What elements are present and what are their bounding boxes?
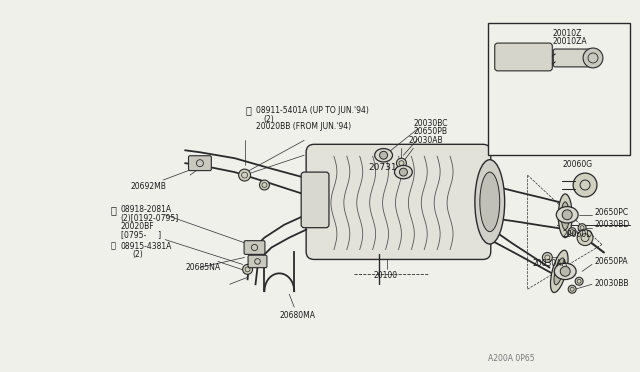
Bar	[488, 23, 630, 155]
Circle shape	[399, 168, 408, 176]
Text: 20685NA: 20685NA	[185, 263, 220, 272]
Circle shape	[577, 230, 593, 246]
Text: [0795-     ]: [0795- ]	[120, 230, 161, 239]
Circle shape	[243, 264, 253, 274]
Text: 20030BC: 20030BC	[413, 119, 448, 128]
Text: Ⓝ: Ⓝ	[246, 106, 252, 116]
Ellipse shape	[550, 250, 568, 292]
Circle shape	[573, 173, 597, 197]
FancyBboxPatch shape	[248, 255, 267, 268]
Ellipse shape	[374, 148, 392, 162]
Text: 20731: 20731	[369, 163, 397, 172]
Circle shape	[575, 277, 583, 285]
Text: 20692MB: 20692MB	[131, 182, 166, 191]
Circle shape	[583, 48, 603, 68]
Text: 08918-2081A: 08918-2081A	[120, 205, 172, 214]
Circle shape	[259, 180, 269, 190]
Text: 20030AA: 20030AA	[532, 259, 568, 269]
Text: (2)[0192-0795]: (2)[0192-0795]	[120, 214, 179, 223]
Text: 20650PC: 20650PC	[594, 208, 628, 217]
Text: (2): (2)	[132, 250, 143, 259]
Text: 20060D: 20060D	[562, 230, 593, 239]
Ellipse shape	[558, 194, 572, 238]
Text: 20010ZA: 20010ZA	[552, 37, 587, 46]
Ellipse shape	[556, 206, 578, 223]
Text: 20020BF: 20020BF	[120, 222, 154, 231]
Text: 08915-4381A: 08915-4381A	[120, 241, 172, 251]
Circle shape	[542, 253, 552, 262]
Text: 20030BD: 20030BD	[594, 220, 629, 229]
Text: 20100: 20100	[374, 271, 397, 280]
FancyBboxPatch shape	[306, 144, 491, 259]
Circle shape	[380, 151, 388, 159]
Text: A200A 0P65: A200A 0P65	[488, 354, 534, 363]
Ellipse shape	[561, 202, 569, 230]
Ellipse shape	[554, 263, 576, 279]
FancyBboxPatch shape	[244, 241, 265, 254]
Text: 20020BB (FROM JUN.'94): 20020BB (FROM JUN.'94)	[255, 122, 351, 131]
Text: 20650PA: 20650PA	[594, 257, 628, 266]
Ellipse shape	[554, 258, 564, 285]
Ellipse shape	[475, 160, 505, 244]
FancyBboxPatch shape	[554, 49, 595, 67]
Text: 08911-5401A (UP TO JUN.'94): 08911-5401A (UP TO JUN.'94)	[255, 106, 369, 115]
Ellipse shape	[394, 166, 412, 179]
Ellipse shape	[480, 172, 500, 232]
Circle shape	[568, 228, 576, 235]
Text: 20650PB: 20650PB	[413, 128, 447, 137]
Text: 20030BB: 20030BB	[594, 279, 628, 288]
FancyBboxPatch shape	[301, 172, 329, 228]
Circle shape	[578, 224, 586, 232]
Text: Ⓝ: Ⓝ	[111, 205, 116, 215]
Circle shape	[396, 158, 406, 168]
Circle shape	[239, 169, 250, 181]
Text: 20680MA: 20680MA	[279, 311, 316, 320]
Text: ⓦ: ⓦ	[111, 241, 116, 251]
Circle shape	[568, 285, 576, 293]
Circle shape	[560, 266, 570, 276]
Text: 20010Z: 20010Z	[552, 29, 582, 38]
Text: 20060G: 20060G	[562, 160, 593, 169]
Circle shape	[562, 210, 572, 220]
FancyBboxPatch shape	[495, 43, 552, 71]
Text: (2): (2)	[264, 115, 274, 124]
FancyBboxPatch shape	[189, 156, 211, 171]
Text: 20030AB: 20030AB	[408, 137, 443, 145]
